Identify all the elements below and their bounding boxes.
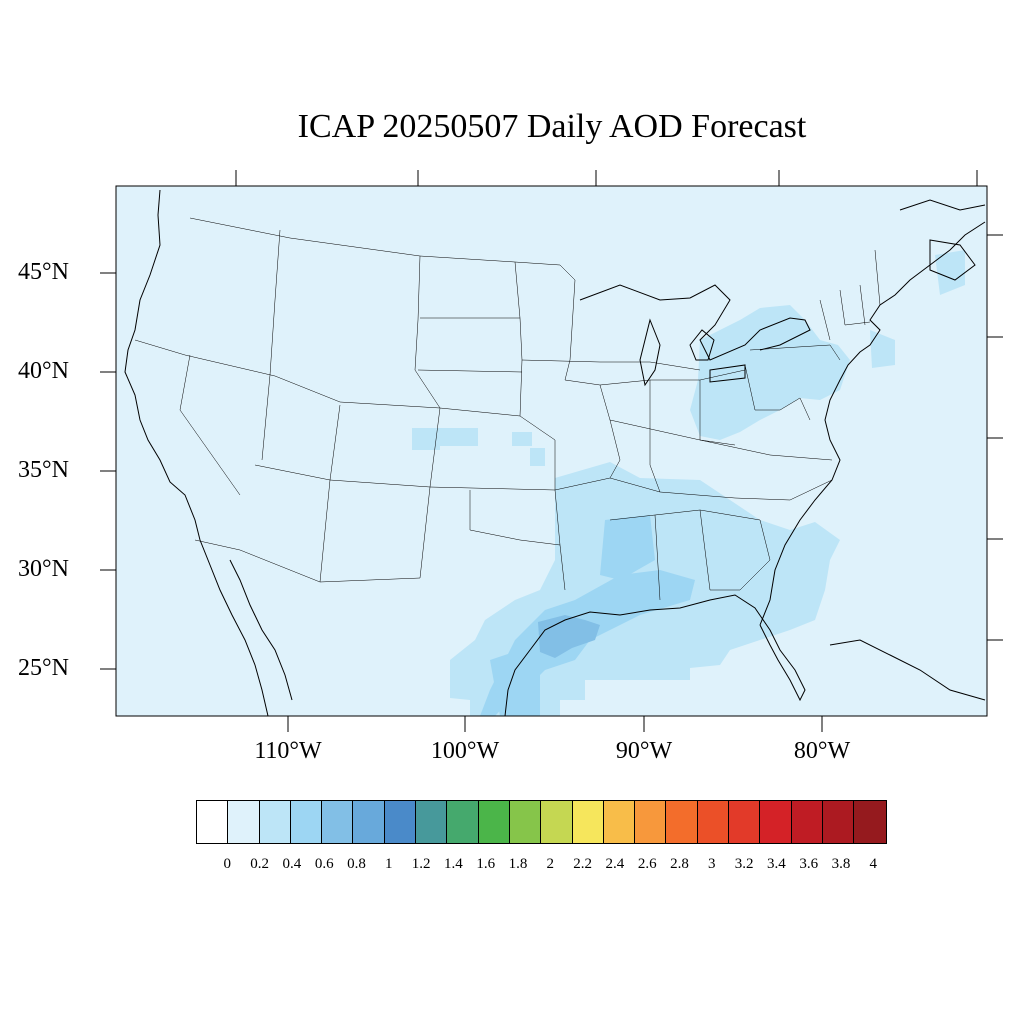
colorbar-tick-label: 3.4	[767, 856, 786, 872]
colorbar-tick-label: 0.8	[347, 856, 366, 872]
colorbar-swatch	[290, 801, 323, 843]
colorbar-tick-label: 1	[385, 856, 393, 872]
colorbar-tick-label: 0.4	[282, 856, 302, 872]
colorbar-tick-label: 1.2	[411, 856, 431, 872]
colorbar-swatch	[666, 801, 698, 843]
colorbar-swatch	[447, 801, 479, 843]
tick-marks	[100, 170, 1003, 732]
colorbar-swatch	[854, 801, 886, 843]
colorbar-swatch	[228, 801, 260, 843]
colorbar-swatch	[822, 801, 855, 843]
lat-label-30n: 30°N	[18, 556, 69, 582]
coastline	[124, 189, 986, 716]
lat-label-25n: 25°N	[18, 655, 69, 681]
lon-label-80w: 80°W	[793, 738, 851, 764]
lon-label-90w: 90°W	[615, 738, 673, 764]
colorbar-swatch	[322, 801, 354, 843]
colorbar-tick-label: 1.8	[508, 856, 528, 872]
aod-region-kansas-2	[512, 432, 532, 446]
colorbar-tick-label: 4	[869, 856, 878, 872]
colorbar-tick-label: 2	[546, 856, 555, 872]
page-title: ICAP 20250507 Daily AOD Forecast	[297, 108, 807, 145]
colorbar-swatch	[353, 801, 385, 843]
colorbar-swatch	[384, 801, 417, 843]
colorbar-tick-label: 3	[708, 856, 716, 872]
colorbar-tick-label: 0.6	[314, 856, 334, 872]
colorbar-swatch	[572, 801, 604, 843]
aod-region-missouri	[530, 448, 545, 466]
colorbar-tick-label: 1.4	[444, 856, 463, 872]
colorbar	[196, 800, 887, 844]
colorbar-swatch	[541, 801, 573, 843]
aod-region-kansas	[412, 428, 478, 450]
lat-label-45n: 45°N	[18, 259, 69, 285]
colorbar-swatch	[791, 801, 823, 843]
colorbar-swatch	[197, 801, 229, 843]
colorbar-tick-label: 1.6	[476, 856, 496, 872]
colorbar-tick-labels: 0 0.2 0.4 0.6 0.8 1 1.2 1.4 1.6 1.8 2 2.2 2.4 2.6 2.8 3…	[0, 856, 1024, 876]
lon-label-100w: 100°W	[430, 738, 500, 764]
aod-region-maine	[935, 250, 965, 295]
colorbar-tick-label: 2.2	[573, 856, 592, 872]
aod-overlay	[412, 250, 965, 716]
colorbar-tick-label: 3.8	[831, 856, 851, 872]
colorbar-swatch	[478, 801, 510, 843]
colorbar-tick-label: 3.2	[734, 856, 754, 872]
colorbar-tick-label: 2.4	[605, 856, 625, 872]
colorbar-swatch	[416, 801, 448, 843]
lat-label-35n: 35°N	[18, 457, 69, 483]
colorbar-swatch	[635, 801, 667, 843]
lon-label-110w: 110°W	[254, 738, 322, 764]
colorbar-swatch	[729, 801, 761, 843]
colorbar-swatch	[697, 801, 730, 843]
colorbar-tick-label: 0	[223, 856, 232, 872]
aod-region-texas-south	[490, 650, 540, 716]
colorbar-swatch	[760, 801, 792, 843]
colorbar-tick-label: 3.6	[799, 856, 819, 872]
colorbar-tick-label: 0.2	[250, 856, 269, 872]
colorbar-tick-label: 2.6	[637, 856, 657, 872]
colorbar-swatch	[259, 801, 291, 843]
state-borders	[134, 217, 881, 601]
colorbar-tick-label: 2.8	[670, 856, 689, 872]
colorbar-swatch	[603, 801, 636, 843]
aod-region-ny-coast	[870, 330, 895, 368]
lat-label-40n: 40°N	[18, 358, 69, 384]
aod-region-gulf-inland	[600, 515, 655, 580]
aod-region-northeast	[690, 305, 850, 440]
colorbar-swatch	[509, 801, 542, 843]
map-frame	[115, 185, 988, 717]
